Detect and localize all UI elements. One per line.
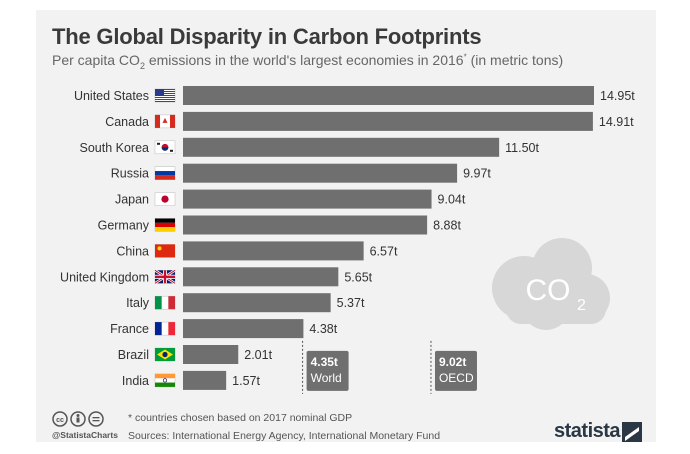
value-label: 8.88t <box>433 219 461 233</box>
bar <box>183 215 428 235</box>
co2-cloud-subscript: 2 <box>577 297 586 314</box>
statista-logo-text: statista <box>554 420 621 442</box>
bar <box>183 345 239 364</box>
chart-card: The Global Disparity in Carbon Footprint… <box>36 10 656 442</box>
chart-subtitle: Per capita CO2 emissions in the world's … <box>52 52 563 71</box>
bar <box>183 241 364 261</box>
category-label: Russia <box>111 167 149 181</box>
bar <box>183 370 227 390</box>
us-flag-icon <box>154 88 176 103</box>
bar <box>183 86 594 105</box>
category-label: Brazil <box>118 348 149 362</box>
in-flag-icon <box>154 373 176 388</box>
category-label: United States <box>74 89 149 103</box>
value-label: 14.95t <box>600 89 635 103</box>
kr-flag-icon <box>154 140 176 155</box>
value-label: 4.38t <box>309 322 337 336</box>
value-label: 11.50t <box>505 141 539 155</box>
twitter-handle: @StatistaCharts <box>52 430 118 440</box>
category-label: United Kingdom <box>60 270 149 284</box>
reference-value: 4.35t <box>311 355 338 369</box>
reference-marker-world: 4.35t World <box>302 340 349 394</box>
reference-marker-oecd: 9.02t OECD <box>430 340 477 394</box>
value-label: 2.01t <box>244 348 272 362</box>
co2-cloud-icon <box>492 238 610 330</box>
subtitle-subscript: 2 <box>139 60 145 71</box>
bar <box>183 189 432 209</box>
category-label: China <box>116 244 149 258</box>
bar-chart: CO 2 United States 14.95t Canada 14.91t South … <box>60 86 635 394</box>
reference-value: 9.02t <box>439 355 466 369</box>
subtitle-part-1: Per capita CO <box>52 52 140 68</box>
footnote: * countries chosen based on 2017 nominal… <box>128 412 353 424</box>
cn-flag-icon <box>154 244 176 258</box>
category-label: Italy <box>126 296 150 310</box>
value-label: 1.57t <box>232 374 260 388</box>
ca-flag-icon <box>154 114 176 129</box>
value-label: 5.37t <box>337 296 365 310</box>
category-label: India <box>122 374 149 388</box>
fr-flag-icon <box>154 321 176 336</box>
license-icons: cc <box>52 411 104 427</box>
value-label: 6.57t <box>370 244 398 258</box>
br-flag-icon <box>154 347 176 362</box>
bar <box>183 163 458 183</box>
de-flag-icon <box>154 218 176 232</box>
category-label: Japan <box>115 193 149 207</box>
chart-title: The Global Disparity in Carbon Footprint… <box>52 24 482 49</box>
bar <box>183 319 304 339</box>
bar <box>183 137 500 157</box>
gb-flag-icon <box>154 269 176 285</box>
bar <box>183 267 339 287</box>
sources-text: Sources: International Energy Agency, In… <box>128 430 441 442</box>
ru-flag-icon <box>154 166 176 180</box>
value-label: 9.04t <box>438 193 466 207</box>
bar <box>183 293 331 313</box>
subtitle-asterisk: * <box>463 52 467 62</box>
value-label: 9.97t <box>463 167 491 181</box>
it-flag-icon <box>154 295 176 310</box>
subtitle-part-3: (in metric tons) <box>466 52 564 68</box>
jp-flag-icon <box>154 192 176 206</box>
cc-icon <box>52 411 104 427</box>
category-label: South Korea <box>80 141 150 155</box>
bar <box>183 111 593 131</box>
reference-label: OECD <box>439 371 474 385</box>
co2-cloud-text: CO <box>526 274 571 307</box>
subtitle-part-2: emissions in the world's largest economi… <box>144 52 464 68</box>
category-label: France <box>110 322 149 336</box>
reference-box <box>306 350 349 391</box>
svg-text:cc: cc <box>56 417 64 424</box>
statista-logo-icon <box>622 422 642 442</box>
value-label: 5.65t <box>344 270 372 284</box>
category-label: Canada <box>105 115 149 129</box>
reference-box <box>434 350 477 391</box>
value-label: 14.91t <box>599 115 634 129</box>
category-label: Germany <box>98 219 150 233</box>
reference-label: World <box>311 371 342 385</box>
